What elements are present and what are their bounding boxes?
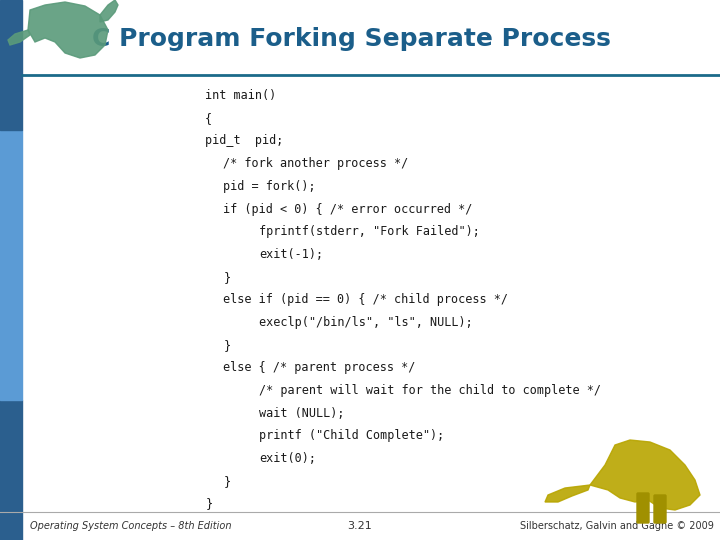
Text: Operating System Concepts – 8th Edition: Operating System Concepts – 8th Edition (30, 521, 232, 531)
Text: fprintf(stderr, "Fork Failed");: fprintf(stderr, "Fork Failed"); (259, 225, 480, 238)
Text: pid = fork();: pid = fork(); (223, 180, 316, 193)
Text: exit(-1);: exit(-1); (259, 248, 323, 261)
Text: pid_t  pid;: pid_t pid; (205, 134, 284, 147)
Bar (0, 400, 22, 540)
Text: exit(0);: exit(0); (259, 452, 316, 465)
Text: }: } (223, 271, 230, 284)
Text: }: } (223, 339, 230, 352)
Text: }: } (223, 475, 230, 488)
Polygon shape (28, 2, 108, 58)
Text: C Program Forking Separate Process: C Program Forking Separate Process (92, 27, 611, 51)
FancyBboxPatch shape (654, 495, 666, 523)
Text: Silberschatz, Galvin and Gagne © 2009: Silberschatz, Galvin and Gagne © 2009 (520, 521, 714, 531)
Text: /* parent will wait for the child to complete */: /* parent will wait for the child to com… (259, 384, 601, 397)
Text: printf ("Child Complete");: printf ("Child Complete"); (259, 429, 444, 442)
Polygon shape (8, 30, 30, 45)
Text: 3.21: 3.21 (348, 521, 372, 531)
Text: else { /* parent process */: else { /* parent process */ (223, 361, 415, 374)
Polygon shape (590, 440, 700, 510)
Text: /* fork another process */: /* fork another process */ (223, 157, 408, 170)
FancyBboxPatch shape (637, 493, 649, 523)
Text: wait (NULL);: wait (NULL); (259, 407, 345, 420)
Text: {: { (205, 112, 212, 125)
Bar (0, 130, 22, 400)
Text: int main(): int main() (205, 89, 276, 102)
Bar (0, 0, 22, 130)
Polygon shape (545, 485, 590, 502)
Polygon shape (100, 0, 118, 22)
Text: else if (pid == 0) { /* child process */: else if (pid == 0) { /* child process */ (223, 293, 508, 306)
Text: execlp("/bin/ls", "ls", NULL);: execlp("/bin/ls", "ls", NULL); (259, 316, 473, 329)
Text: }: } (205, 497, 212, 510)
Text: if (pid < 0) { /* error occurred */: if (pid < 0) { /* error occurred */ (223, 202, 472, 215)
